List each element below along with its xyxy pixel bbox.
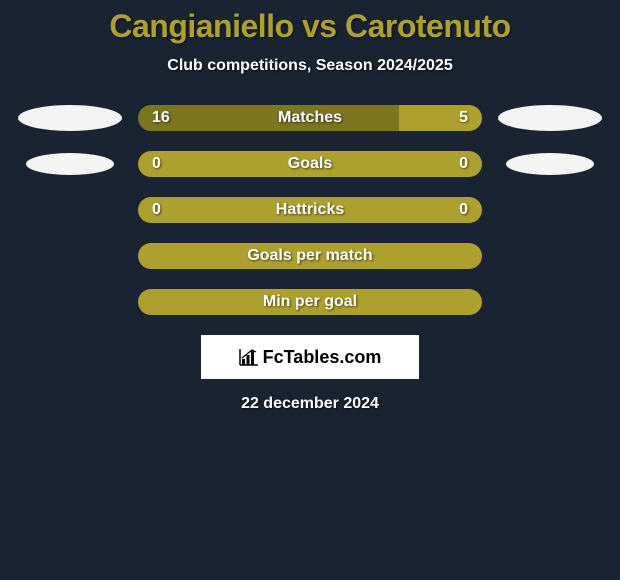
stat-bar: Min per goal (138, 289, 482, 315)
bar-full-segment: 0 0 Hattricks (138, 197, 482, 223)
stat-bar: 0 0 Hattricks (138, 197, 482, 223)
flag-ellipse-icon (498, 105, 602, 131)
bar-label: Goals per match (247, 247, 372, 265)
stat-bar: 16 5 Matches (138, 105, 482, 131)
subtitle: Club competitions, Season 2024/2025 (0, 57, 620, 75)
bar-full-segment: Min per goal (138, 289, 482, 315)
bar-left-segment: 16 (138, 105, 399, 131)
bar-chart-icon (239, 348, 259, 366)
right-value: 0 (459, 155, 468, 173)
bar-right-segment: 5 (399, 105, 482, 131)
stat-row: 0 0 Hattricks (0, 197, 620, 223)
flag-ellipse-icon (26, 153, 114, 175)
bar-label: Hattricks (276, 201, 344, 219)
logo-box[interactable]: FcTables.com (201, 335, 419, 379)
right-value: 5 (459, 109, 468, 127)
stats-area: 16 5 Matches 0 0 Goals 0 0 Hattricks Goals per ma… (0, 105, 620, 315)
bar-full-segment: 0 0 Goals (138, 151, 482, 177)
left-value: 0 (152, 155, 161, 173)
logo-text: FcTables.com (263, 347, 382, 368)
comparison-widget: Cangianiello vs Carotenuto Club competit… (0, 0, 620, 413)
flag-ellipse-icon (506, 153, 594, 175)
stat-row: 16 5 Matches (0, 105, 620, 131)
right-value: 0 (459, 201, 468, 219)
stat-bar: Goals per match (138, 243, 482, 269)
stat-bar: 0 0 Goals (138, 151, 482, 177)
page-title: Cangianiello vs Carotenuto (0, 8, 620, 45)
right-flag-slot (498, 153, 602, 175)
stat-row: 0 0 Goals (0, 151, 620, 177)
logo: FcTables.com (239, 347, 382, 368)
left-flag-slot (18, 105, 122, 131)
date-text: 22 december 2024 (0, 395, 620, 413)
right-flag-slot (498, 105, 602, 131)
left-value: 0 (152, 201, 161, 219)
bar-label: Goals (288, 155, 332, 173)
bar-full-segment: Goals per match (138, 243, 482, 269)
left-value: 16 (152, 109, 170, 127)
stat-row: Min per goal (0, 289, 620, 315)
left-flag-slot (18, 153, 122, 175)
bar-label: Min per goal (263, 293, 357, 311)
bar-label: Matches (278, 109, 342, 127)
stat-row: Goals per match (0, 243, 620, 269)
flag-ellipse-icon (18, 105, 122, 131)
